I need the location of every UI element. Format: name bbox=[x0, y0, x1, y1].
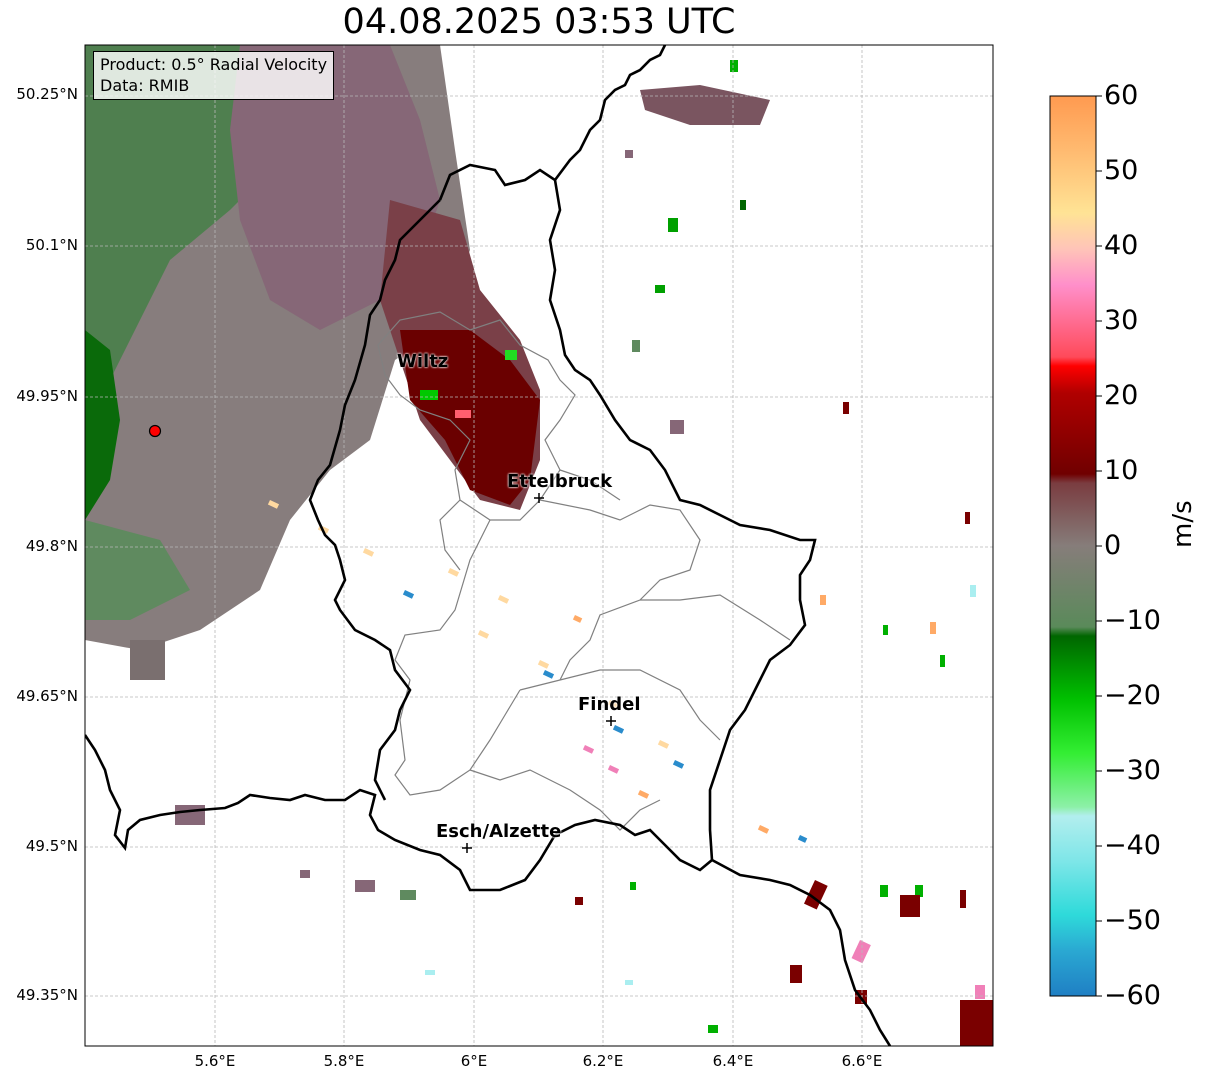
colorbar-tick: 30 bbox=[1104, 305, 1139, 336]
colorbar-tick: 40 bbox=[1104, 230, 1139, 261]
product-info-box: Product: 0.5° Radial Velocity Data: RMIB bbox=[93, 51, 335, 100]
map-title: 04.08.2025 03:53 UTC bbox=[342, 2, 736, 42]
map-plot-area bbox=[85, 45, 993, 1046]
colorbar-tick: 50 bbox=[1104, 155, 1139, 186]
lat-label: 49.95°N bbox=[16, 387, 78, 405]
colorbar-tick: −50 bbox=[1104, 905, 1161, 936]
map-frame bbox=[84, 44, 994, 1047]
data-source-label: Data: RMIB bbox=[100, 76, 190, 95]
lat-label: 49.35°N bbox=[16, 986, 78, 1004]
lat-label: 49.8°N bbox=[25, 537, 78, 555]
city-markers bbox=[462, 493, 616, 853]
radar-echo-layer bbox=[85, 45, 993, 1046]
colorbar-tick: 0 bbox=[1104, 530, 1122, 561]
city-label-findel: Findel bbox=[578, 694, 641, 715]
lat-label: 49.65°N bbox=[16, 687, 78, 705]
city-label-esch-alzette: Esch/Alzette bbox=[436, 821, 562, 842]
lat-label: 50.25°N bbox=[16, 85, 78, 103]
radar-site-marker[interactable] bbox=[148, 424, 162, 438]
product-label: Product: 0.5° Radial Velocity bbox=[100, 55, 328, 74]
colorbar-tick: −60 bbox=[1104, 980, 1161, 1011]
lat-label: 49.5°N bbox=[25, 837, 78, 855]
lon-label: 5.6°E bbox=[194, 1052, 236, 1070]
colorbar-tick: 10 bbox=[1104, 455, 1139, 486]
country-borders bbox=[85, 45, 892, 1046]
lon-label: 6.2°E bbox=[582, 1052, 624, 1070]
colorbar-unit-label: m/s bbox=[1168, 500, 1198, 548]
graticule bbox=[85, 45, 993, 1046]
lon-label: 6.6°E bbox=[841, 1052, 883, 1070]
city-label-wiltz: Wiltz bbox=[397, 351, 449, 372]
colorbar-tick: −10 bbox=[1104, 605, 1161, 636]
canton-boundaries bbox=[377, 311, 791, 831]
lon-label: 5.8°E bbox=[323, 1052, 365, 1070]
lat-label: 50.1°N bbox=[25, 236, 78, 254]
colorbar-tick: 20 bbox=[1104, 380, 1139, 411]
colorbar-tick: −20 bbox=[1104, 680, 1161, 711]
colorbar-tick: −30 bbox=[1104, 755, 1161, 786]
colorbar bbox=[1049, 95, 1102, 997]
city-label-ettelbruck: Ettelbruck bbox=[507, 471, 613, 492]
colorbar-tick: 60 bbox=[1104, 80, 1139, 111]
colorbar-tick: −40 bbox=[1104, 830, 1161, 861]
lon-label: 6°E bbox=[460, 1052, 488, 1070]
lon-label: 6.4°E bbox=[712, 1052, 754, 1070]
